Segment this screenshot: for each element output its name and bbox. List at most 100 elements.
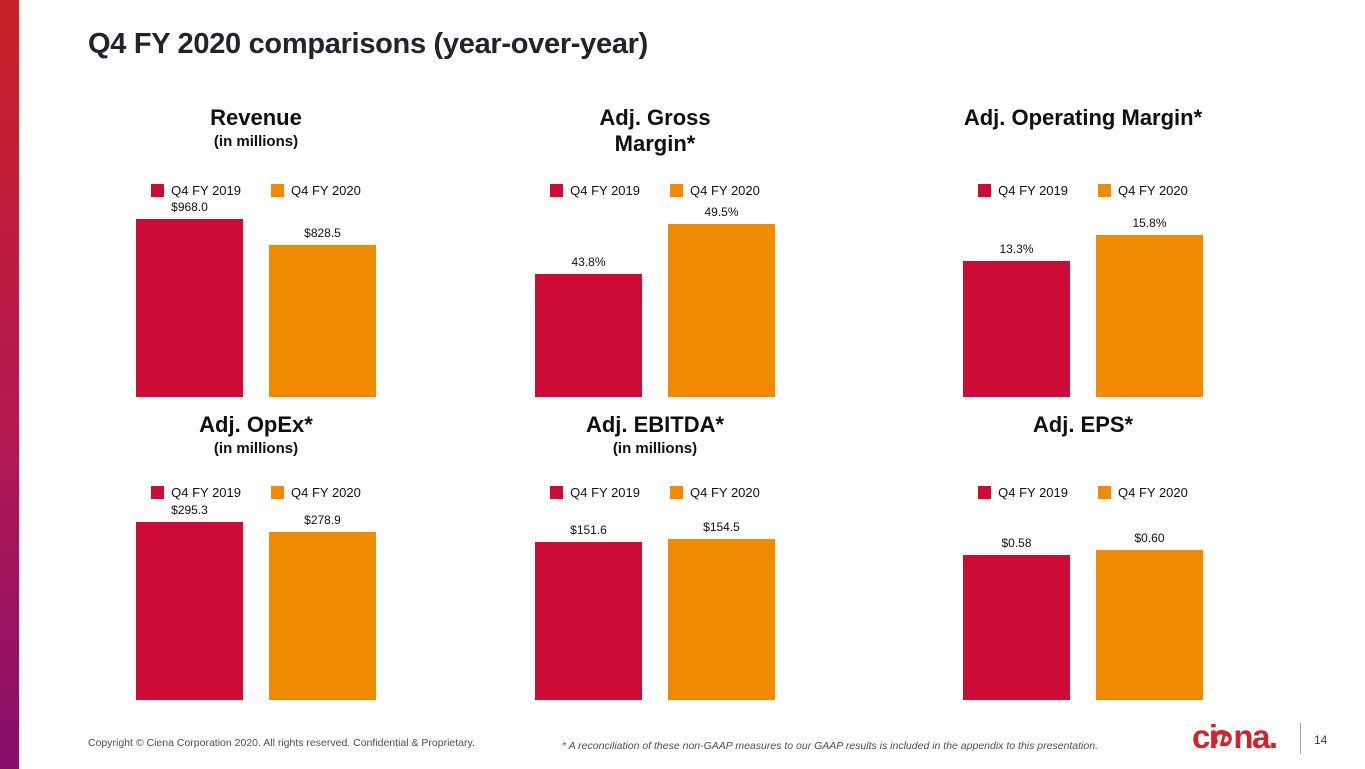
legend-item-fy2019: Q4 FY 2019 bbox=[151, 183, 241, 198]
bar-value-label-fy2019: $968.0 bbox=[171, 200, 208, 214]
legend-label-fy2019: Q4 FY 2019 bbox=[171, 484, 241, 500]
legend-label-fy2020: Q4 FY 2020 bbox=[291, 182, 361, 198]
bar-group-fy2020: $828.5 bbox=[269, 226, 376, 397]
legend-swatch-fy2020-icon bbox=[670, 485, 683, 499]
bar-value-label-fy2020: $154.5 bbox=[703, 520, 740, 534]
chart-cell: Adj. Operating Margin* Q4 FY 2019 Q4 FY … bbox=[933, 103, 1233, 397]
legend-swatch-fy2019-icon bbox=[978, 183, 992, 197]
chart-header: Adj. Gross Margin* bbox=[505, 103, 805, 182]
chart-title: Adj. Operating Margin* bbox=[963, 105, 1203, 130]
bar-fy2020 bbox=[269, 245, 376, 397]
legend-swatch-fy2020-icon bbox=[1098, 183, 1111, 197]
chart-header: Revenue (in millions) bbox=[106, 103, 406, 182]
chart-legend: Q4 FY 2019 Q4 FY 2020 bbox=[978, 484, 1188, 500]
bar-value-label-fy2019: 13.3% bbox=[999, 242, 1034, 256]
chart-header: Adj. Operating Margin* bbox=[933, 103, 1233, 182]
legend-swatch-fy2020-icon bbox=[1098, 485, 1111, 499]
bar-group-fy2020: 49.5% bbox=[668, 205, 775, 397]
bar-value-label-fy2020: $278.9 bbox=[304, 513, 341, 527]
bar-group-fy2020: 15.8% bbox=[1096, 216, 1203, 397]
logo-text-prefix: ci bbox=[1192, 718, 1218, 755]
legend-item-fy2020: Q4 FY 2020 bbox=[670, 485, 760, 500]
bar-value-label-fy2020: $0.60 bbox=[1134, 531, 1165, 545]
chart-title: Revenue bbox=[210, 105, 302, 130]
bar-group-fy2019: $968.0 bbox=[136, 200, 243, 397]
chart-plot-area: 13.3% 15.8% bbox=[933, 198, 1233, 397]
bar-value-label-fy2020: $828.5 bbox=[304, 226, 341, 240]
bar-group-fy2020: $278.9 bbox=[269, 513, 376, 700]
chart-subtitle: (in millions) bbox=[612, 439, 698, 457]
legend-item-fy2019: Q4 FY 2019 bbox=[550, 183, 640, 198]
legend-swatch-fy2020-icon bbox=[271, 485, 284, 499]
legend-label-fy2020: Q4 FY 2020 bbox=[690, 182, 760, 198]
bar-value-label-fy2019: $0.58 bbox=[1001, 536, 1032, 550]
footnote-text: * A reconciliation of these non-GAAP mea… bbox=[562, 740, 1098, 752]
chart-title: Adj. OpEx* bbox=[199, 412, 313, 437]
bar-group-fy2019: 13.3% bbox=[963, 242, 1070, 397]
legend-swatch-fy2019-icon bbox=[978, 485, 992, 499]
bar-value-label-fy2020: 15.8% bbox=[1132, 216, 1167, 230]
bar-value-label-fy2019: 43.8% bbox=[571, 255, 606, 269]
chart-cell: Revenue (in millions) Q4 FY 2019 Q4 FY 2… bbox=[106, 103, 406, 397]
legend-label-fy2020: Q4 FY 2020 bbox=[1118, 182, 1188, 198]
legend-item-fy2020: Q4 FY 2020 bbox=[271, 485, 361, 500]
bar-value-label-fy2019: $151.6 bbox=[570, 523, 607, 537]
bar-fy2020 bbox=[269, 532, 376, 700]
bar-group-fy2019: $0.58 bbox=[963, 536, 1070, 700]
legend-swatch-fy2019-icon bbox=[151, 485, 165, 499]
bar-fy2020 bbox=[668, 539, 775, 700]
bar-group-fy2019: $151.6 bbox=[535, 523, 642, 700]
logo-text-suffix: na bbox=[1233, 718, 1270, 755]
legend-swatch-fy2020-icon bbox=[670, 183, 683, 197]
bar-fy2019 bbox=[535, 274, 642, 397]
legend-swatch-fy2019-icon bbox=[550, 485, 564, 499]
legend-label-fy2020: Q4 FY 2020 bbox=[690, 484, 760, 500]
chart-plot-area: $0.58 $0.60 bbox=[933, 500, 1233, 700]
chart-subtitle: (in millions) bbox=[213, 132, 299, 150]
bar-fy2019 bbox=[963, 555, 1070, 700]
logo-trademark-dot: . bbox=[1268, 718, 1279, 755]
chart-legend: Q4 FY 2019 Q4 FY 2020 bbox=[978, 182, 1188, 198]
chart-title: Adj. Gross Margin* bbox=[599, 105, 711, 156]
chart-plot-area: $151.6 $154.5 bbox=[505, 500, 805, 700]
legend-item-fy2019: Q4 FY 2019 bbox=[978, 183, 1068, 198]
chart-header: Adj. EBITDA* (in millions) bbox=[505, 410, 805, 484]
chart-cell: Adj. Gross Margin* Q4 FY 2019 Q4 FY 2020… bbox=[505, 103, 805, 397]
legend-swatch-fy2019-icon bbox=[151, 183, 165, 197]
legend-item-fy2020: Q4 FY 2020 bbox=[670, 183, 760, 198]
bar-fy2020 bbox=[668, 224, 775, 397]
legend-item-fy2020: Q4 FY 2020 bbox=[1098, 183, 1188, 198]
legend-label-fy2019: Q4 FY 2019 bbox=[998, 484, 1068, 500]
bar-value-label-fy2019: $295.3 bbox=[171, 503, 208, 517]
slide-accent-gradient-bar bbox=[0, 0, 19, 769]
chart-plot-area: $968.0 $828.5 bbox=[106, 198, 406, 397]
chart-plot-area: $295.3 $278.9 bbox=[106, 500, 406, 700]
chart-title: Adj. EBITDA* bbox=[585, 412, 725, 437]
bar-group-fy2019: $295.3 bbox=[136, 503, 243, 700]
legend-label-fy2019: Q4 FY 2019 bbox=[570, 182, 640, 198]
chart-legend: Q4 FY 2019 Q4 FY 2020 bbox=[550, 484, 760, 500]
legend-item-fy2019: Q4 FY 2019 bbox=[550, 485, 640, 500]
ciena-logo: ciena. bbox=[1192, 718, 1278, 756]
bar-fy2019 bbox=[136, 219, 243, 397]
legend-item-fy2019: Q4 FY 2019 bbox=[978, 485, 1068, 500]
chart-title: Adj. EPS* bbox=[1032, 412, 1134, 437]
legend-item-fy2020: Q4 FY 2020 bbox=[271, 183, 361, 198]
slide-title: Q4 FY 2020 comparisons (year-over-year) bbox=[88, 28, 648, 60]
chart-plot-area: 43.8% 49.5% bbox=[505, 198, 805, 397]
chart-header: Adj. EPS* bbox=[933, 410, 1233, 484]
legend-swatch-fy2019-icon bbox=[550, 183, 564, 197]
page-number: 14 bbox=[1314, 733, 1328, 747]
copyright-text: Copyright © Ciena Corporation 2020. All … bbox=[88, 737, 475, 749]
chart-legend: Q4 FY 2019 Q4 FY 2020 bbox=[550, 182, 760, 198]
legend-item-fy2020: Q4 FY 2020 bbox=[1098, 485, 1188, 500]
chart-header: Adj. OpEx* (in millions) bbox=[106, 410, 406, 484]
bar-group-fy2020: $154.5 bbox=[668, 520, 775, 700]
bar-fy2019 bbox=[136, 522, 243, 700]
bar-group-fy2019: 43.8% bbox=[535, 255, 642, 397]
bar-fy2020 bbox=[1096, 235, 1203, 397]
legend-label-fy2019: Q4 FY 2019 bbox=[998, 182, 1068, 198]
footer-divider-line bbox=[1300, 723, 1301, 754]
chart-legend: Q4 FY 2019 Q4 FY 2020 bbox=[151, 182, 361, 198]
bar-fy2019 bbox=[963, 261, 1070, 397]
